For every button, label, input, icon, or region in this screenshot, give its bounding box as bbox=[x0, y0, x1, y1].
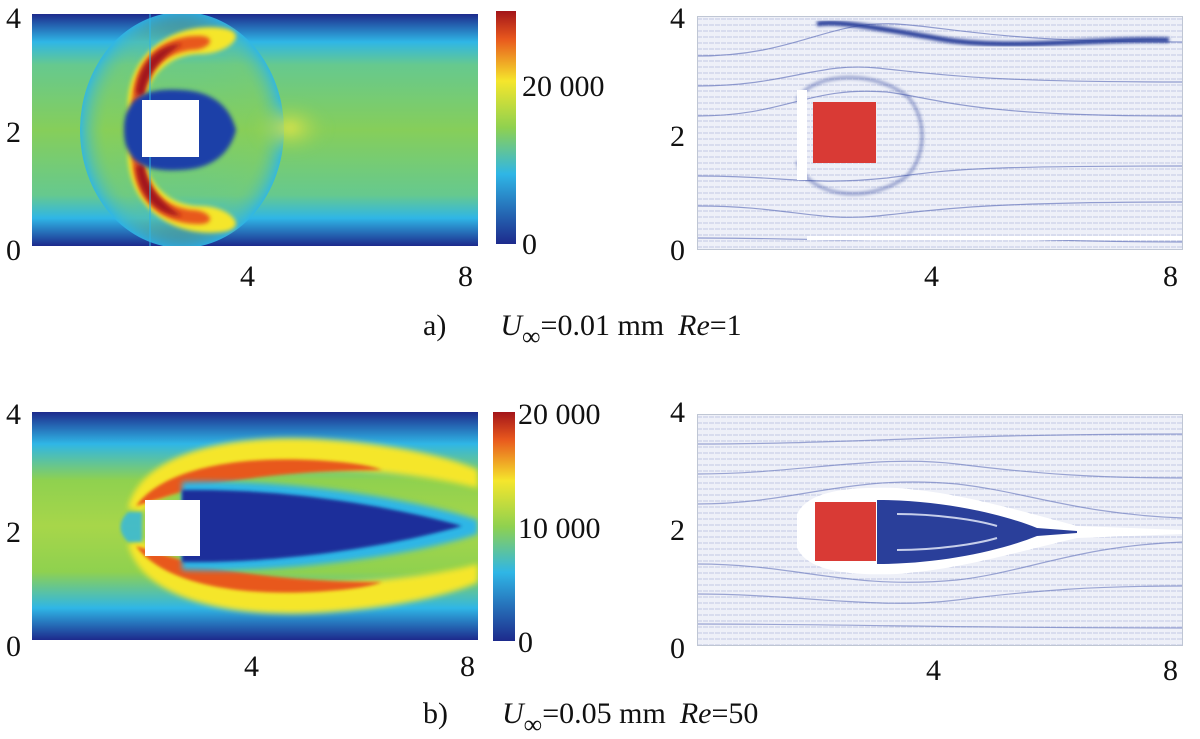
panel-a-left-ytick-2: 2 bbox=[6, 116, 21, 149]
panel-b-contour-field bbox=[32, 412, 478, 640]
panel-b-velocity-symbol: U bbox=[502, 697, 524, 730]
panel-a-left-xtick-4: 4 bbox=[240, 260, 255, 293]
panel-b-vector-frame bbox=[697, 414, 1183, 646]
panel-b-caption: b) U∞=0.05 mm Re=50 bbox=[423, 697, 759, 739]
obstacle-square bbox=[142, 100, 199, 157]
obstacle-square bbox=[145, 500, 200, 556]
panel-b-left-ytick-4: 4 bbox=[6, 398, 21, 431]
panel-b-right-ytick-2: 2 bbox=[670, 514, 685, 547]
panel-a-right-xtick-8: 8 bbox=[1163, 260, 1178, 293]
panel-a-contour-field bbox=[32, 14, 478, 246]
panel-a-left-ytick-4: 4 bbox=[6, 2, 21, 35]
panel-a-velocity-symbol: U bbox=[500, 309, 522, 342]
panel-b-colorbar-tick-mid: 10 000 bbox=[518, 512, 601, 545]
panel-b-right-xtick-4: 4 bbox=[926, 654, 941, 687]
panel-a-reynolds-label: Re bbox=[678, 309, 710, 342]
panel-b-colorbar bbox=[493, 412, 515, 641]
panel-a-right-ytick-4: 4 bbox=[670, 2, 685, 35]
panel-a-left-xtick-8: 8 bbox=[458, 260, 473, 293]
panel-a-colorbar bbox=[496, 11, 516, 244]
obstacle-square bbox=[813, 102, 876, 163]
panel-a-velocity-value: =0.01 mm bbox=[540, 309, 665, 342]
obstacle-square bbox=[815, 502, 876, 561]
panel-b-left-ytick-0: 0 bbox=[6, 630, 21, 663]
panel-b-left-xtick-8: 8 bbox=[460, 650, 475, 683]
panel-a-infinity-subscript: ∞ bbox=[521, 322, 541, 351]
panel-a-label: a) bbox=[423, 309, 447, 342]
panel-a-right-xtick-4: 4 bbox=[924, 260, 939, 293]
panel-a-right-ytick-2: 2 bbox=[670, 120, 685, 153]
panel-a-colorbar-tick-min: 0 bbox=[522, 228, 537, 261]
panel-b-right-ytick-4: 4 bbox=[670, 396, 685, 429]
panel-b-colorbar-tick-max: 20 000 bbox=[518, 398, 601, 431]
panel-a-colorbar-tick-max: 20 000 bbox=[522, 70, 605, 103]
panel-b-velocity-value: =0.05 mm bbox=[542, 697, 666, 730]
panel-b-reynolds-label: Re bbox=[679, 697, 712, 730]
panel-b-right-ytick-0: 0 bbox=[670, 632, 685, 665]
panel-a-reynolds-value: =1 bbox=[709, 309, 742, 342]
panel-a-vector-field bbox=[697, 16, 1183, 250]
panel-a-vector-frame bbox=[697, 16, 1183, 250]
panel-b-label: b) bbox=[423, 697, 448, 730]
panel-a-caption: a) U∞=0.01 mm Re=1 bbox=[423, 309, 742, 351]
panel-b-left-xtick-4: 4 bbox=[244, 650, 259, 683]
panel-b-infinity-subscript: ∞ bbox=[523, 710, 543, 739]
panel-b-colorbar-tick-min: 0 bbox=[518, 626, 533, 659]
panel-b-right-xtick-8: 8 bbox=[1163, 654, 1178, 687]
panel-b-reynolds-value: =50 bbox=[711, 697, 759, 730]
panel-b-vector-field bbox=[697, 414, 1183, 646]
panel-a-right-ytick-0: 0 bbox=[670, 234, 685, 267]
panel-b-left-ytick-2: 2 bbox=[6, 516, 21, 549]
panel-a-left-ytick-0: 0 bbox=[6, 234, 21, 267]
